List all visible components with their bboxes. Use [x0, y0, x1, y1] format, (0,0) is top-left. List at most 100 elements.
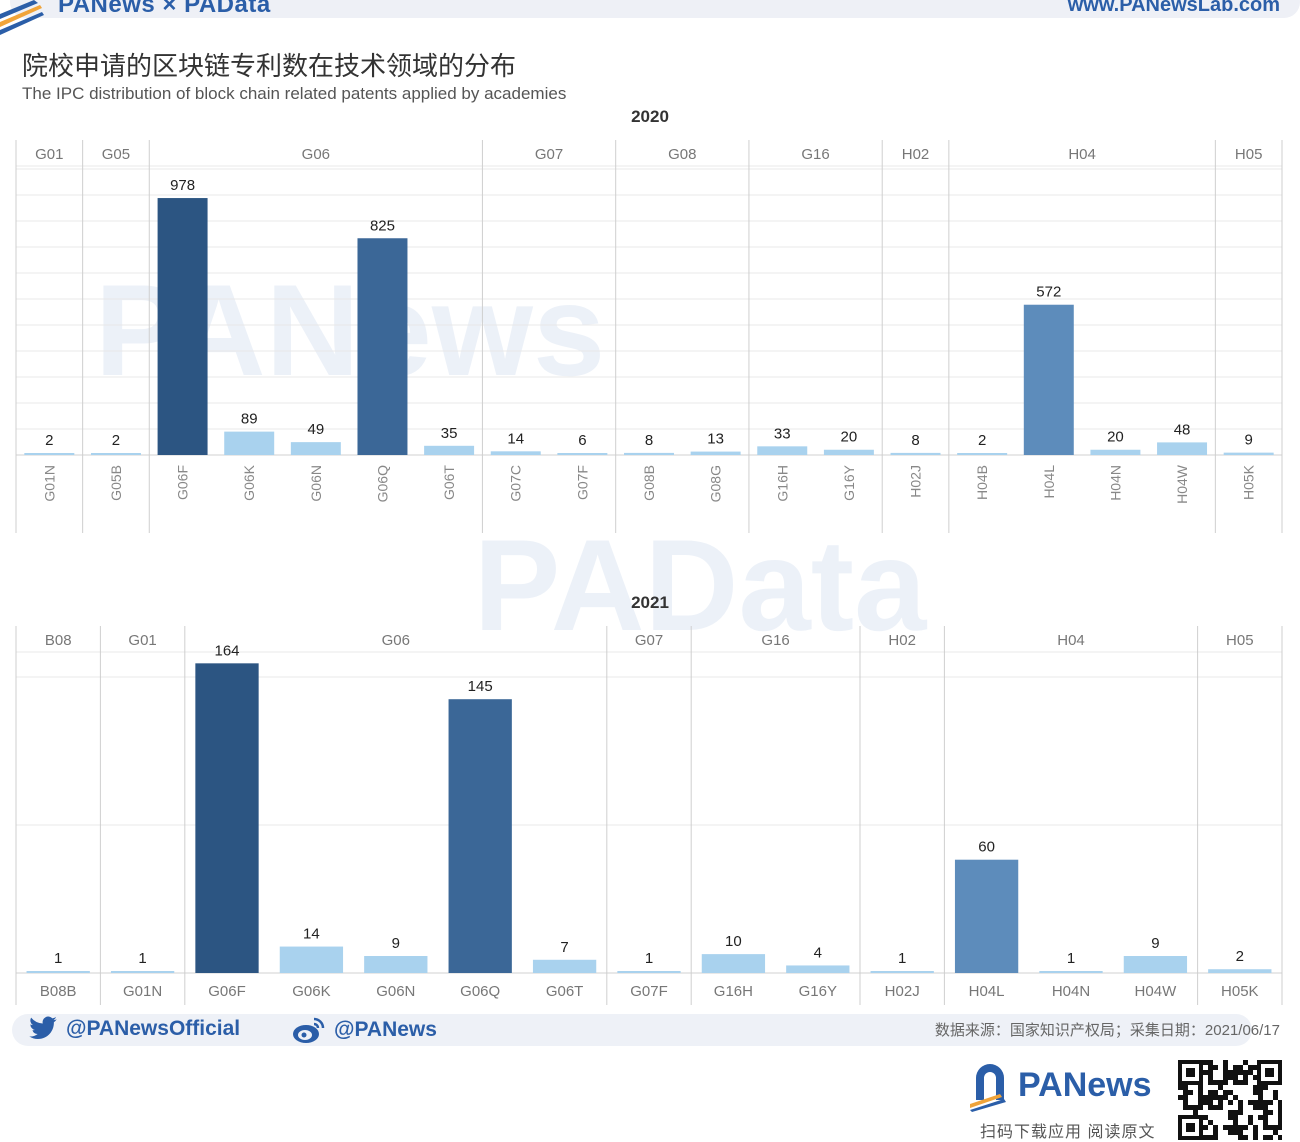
bar-h04n — [1039, 971, 1103, 973]
qr-module — [1223, 1065, 1228, 1070]
qr-module — [1248, 1115, 1253, 1120]
qr-module — [1243, 1125, 1248, 1130]
bar-value-label: 48 — [1174, 421, 1191, 438]
qr-module — [1263, 1085, 1268, 1090]
group-header-label: H02 — [888, 632, 916, 649]
bar-g06k — [279, 946, 344, 973]
bar-g08g — [690, 451, 741, 455]
category-tick-label: G06F — [208, 983, 246, 1000]
qr-module — [1213, 1095, 1218, 1100]
bar-h02j — [890, 452, 941, 455]
group-header-label: G01 — [35, 146, 63, 163]
category-tick-label: H04W — [1174, 464, 1190, 504]
qr-code-icon[interactable] — [1178, 1060, 1282, 1140]
bar-g16y — [786, 965, 850, 973]
twitter-handle[interactable]: @PANewsOfficial — [28, 1016, 240, 1042]
bar-g07f — [617, 971, 681, 973]
qr-module — [1223, 1090, 1228, 1095]
qr-module — [1233, 1110, 1238, 1115]
qr-finder-core — [1186, 1123, 1195, 1132]
qr-module — [1228, 1125, 1233, 1130]
qr-module — [1183, 1085, 1188, 1090]
qr-module — [1198, 1095, 1203, 1100]
bar-h05k — [1208, 969, 1272, 973]
qr-module — [1213, 1065, 1218, 1070]
category-tick-label: G07F — [574, 465, 590, 500]
qr-module — [1223, 1125, 1228, 1130]
bar-value-label: 6 — [578, 432, 586, 449]
qr-module — [1278, 1135, 1282, 1140]
group-header-label: G06 — [302, 146, 330, 163]
qr-module — [1243, 1060, 1248, 1065]
footer-slogan: 扫码下载应用 阅读原文 — [980, 1124, 1156, 1141]
qr-module — [1188, 1105, 1193, 1110]
group-header-label: G01 — [128, 632, 156, 649]
qr-module — [1258, 1100, 1263, 1105]
qr-module — [1213, 1125, 1218, 1130]
bar-g16h — [757, 446, 808, 455]
category-tick-label: H04B — [974, 465, 990, 500]
weibo-handle[interactable]: @PANews — [292, 1016, 437, 1044]
bar-g06q — [448, 699, 512, 973]
category-tick-label: G16Y — [841, 464, 857, 500]
qr-module — [1258, 1090, 1263, 1095]
qr-module — [1213, 1135, 1218, 1140]
category-tick-label: G16H — [714, 983, 753, 1000]
bar-value-label: 14 — [303, 926, 320, 943]
header-website[interactable]: www.PANewsLab.com — [1067, 0, 1280, 16]
bar-value-label: 20 — [1107, 429, 1124, 446]
bar-value-label: 9 — [1245, 432, 1253, 449]
qr-module — [1228, 1090, 1233, 1095]
qr-module — [1213, 1130, 1218, 1135]
category-tick-label: G06Q — [374, 465, 390, 502]
qr-module — [1183, 1100, 1188, 1105]
bar-value-label: 1 — [138, 950, 146, 967]
bar-h02j — [870, 971, 934, 973]
qr-module — [1263, 1125, 1268, 1130]
top-banner-background — [10, 0, 1300, 18]
qr-module — [1198, 1090, 1203, 1095]
qr-finder-core — [1186, 1068, 1195, 1077]
qr-finder-core — [1265, 1068, 1274, 1077]
qr-module — [1233, 1080, 1238, 1085]
watermark-padata: PAData — [474, 512, 928, 658]
qr-module — [1243, 1075, 1248, 1080]
footer-logo-text: PANews — [1018, 1066, 1152, 1104]
bar-h04w — [1123, 956, 1188, 973]
category-tick-label: G05B — [108, 465, 124, 501]
category-tick-label: G08B — [641, 465, 657, 501]
category-tick-label: G06N — [308, 465, 324, 502]
qr-module — [1278, 1115, 1282, 1120]
bar-h04l — [1023, 304, 1074, 455]
twitter-handle-text: @PANewsOfficial — [66, 1017, 241, 1040]
qr-module — [1258, 1085, 1263, 1090]
qr-module — [1278, 1120, 1282, 1125]
qr-module — [1183, 1090, 1188, 1095]
bar-g01n — [110, 971, 175, 973]
category-tick-label: G06K — [241, 464, 257, 500]
qr-module — [1273, 1125, 1278, 1130]
bar-value-label: 825 — [370, 217, 395, 234]
group-header-label: H04 — [1068, 146, 1096, 163]
header-brand: PANews × PAData — [58, 0, 271, 18]
qr-module — [1223, 1060, 1228, 1065]
chart-year-title: 2020 — [631, 107, 669, 126]
bar-g16h — [701, 954, 766, 973]
bar-g08b — [624, 452, 674, 455]
qr-module — [1248, 1100, 1253, 1105]
group-header-label: H02 — [902, 146, 930, 163]
qr-module — [1248, 1120, 1253, 1125]
bar-value-label: 9 — [1151, 935, 1159, 952]
group-header-label: G16 — [761, 632, 789, 649]
qr-module — [1228, 1070, 1233, 1075]
qr-module — [1253, 1105, 1258, 1110]
qr-module — [1233, 1120, 1238, 1125]
qr-module — [1238, 1110, 1243, 1115]
footer-banner — [12, 1014, 1252, 1046]
qr-module — [1233, 1075, 1238, 1080]
qr-module — [1203, 1060, 1208, 1065]
qr-module — [1228, 1130, 1233, 1135]
category-tick-label: H02J — [908, 465, 924, 498]
bar-value-label: 8 — [911, 432, 919, 449]
